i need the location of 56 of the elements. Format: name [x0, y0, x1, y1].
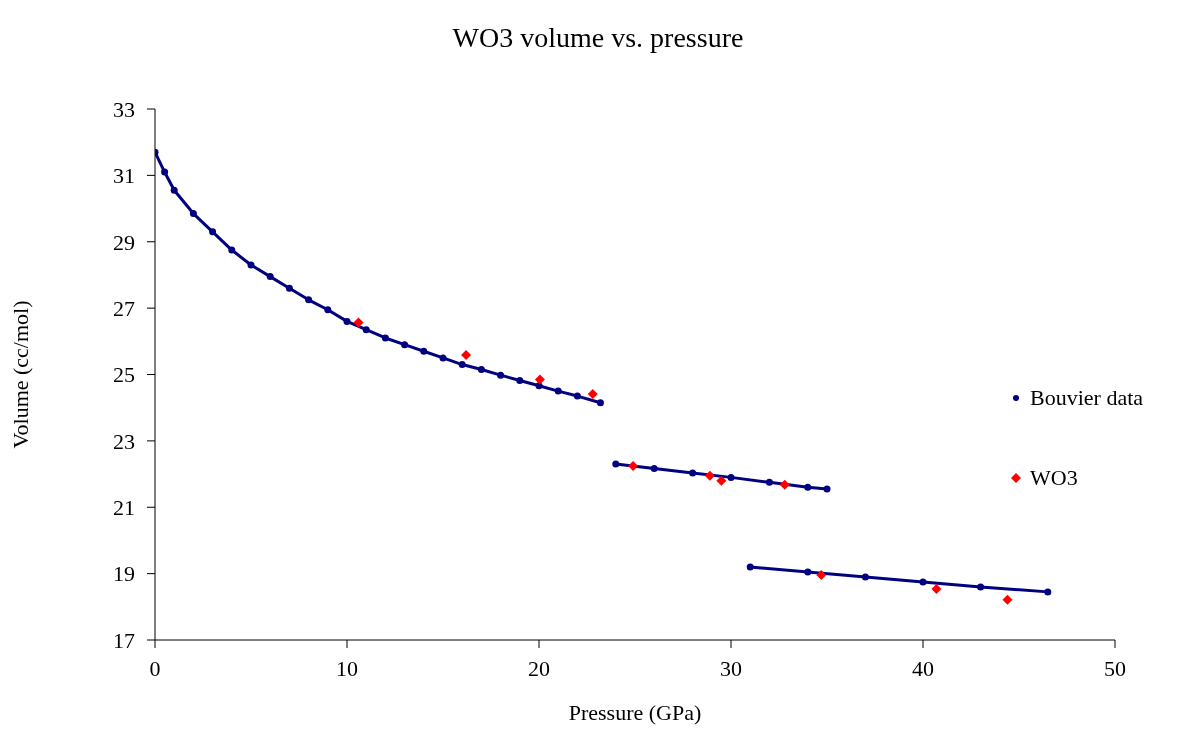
point [189, 210, 197, 218]
point [161, 168, 169, 176]
x-tick-label: 30 [720, 655, 742, 681]
point [977, 583, 985, 591]
point [746, 563, 754, 571]
point [458, 361, 466, 369]
point [247, 261, 255, 269]
point [497, 371, 505, 379]
x-tick-label: 20 [528, 655, 550, 681]
x-tick-label: 40 [912, 655, 934, 681]
y-tick-label: 31 [113, 163, 135, 189]
point [401, 341, 409, 349]
point [343, 317, 351, 325]
point [919, 578, 927, 586]
point [804, 568, 812, 576]
point [305, 296, 313, 304]
legend-label: WO3 [1030, 465, 1078, 491]
point [587, 389, 598, 400]
point [596, 399, 604, 407]
point [516, 376, 524, 384]
point [439, 354, 447, 362]
point [381, 334, 389, 342]
point [285, 284, 293, 292]
point [170, 186, 178, 194]
y-tick-label: 23 [113, 428, 135, 454]
chart-title: WO3 volume vs. pressure [451, 22, 745, 54]
point [420, 347, 428, 355]
point [534, 374, 545, 385]
point [461, 349, 472, 360]
point [554, 387, 562, 395]
legend-label: Bouvier data [1030, 385, 1144, 411]
y-tick-label: 17 [113, 627, 135, 653]
point [573, 392, 581, 400]
y-tick-label: 21 [113, 495, 135, 521]
point [228, 246, 236, 254]
y-axis-title: Volume (cc/mol) [7, 300, 33, 449]
x-tick-label: 10 [336, 655, 358, 681]
x-tick-label: 50 [1104, 655, 1126, 681]
point [1044, 588, 1052, 596]
y-tick-label: 25 [113, 362, 135, 388]
point [266, 273, 274, 281]
y-tick-label: 19 [113, 561, 135, 587]
x-tick-label: 0 [149, 655, 161, 681]
point [324, 306, 332, 314]
point [477, 366, 485, 374]
y-tick-label: 33 [113, 96, 135, 122]
point [861, 573, 869, 581]
point [1002, 594, 1013, 605]
point [353, 317, 364, 328]
y-tick-label: 27 [113, 295, 135, 321]
y-tick-label: 29 [113, 229, 135, 255]
x-axis-title: Pressure (GPa) [568, 700, 702, 725]
point [362, 326, 370, 334]
point [816, 569, 827, 580]
point [931, 583, 942, 594]
point [209, 228, 217, 236]
